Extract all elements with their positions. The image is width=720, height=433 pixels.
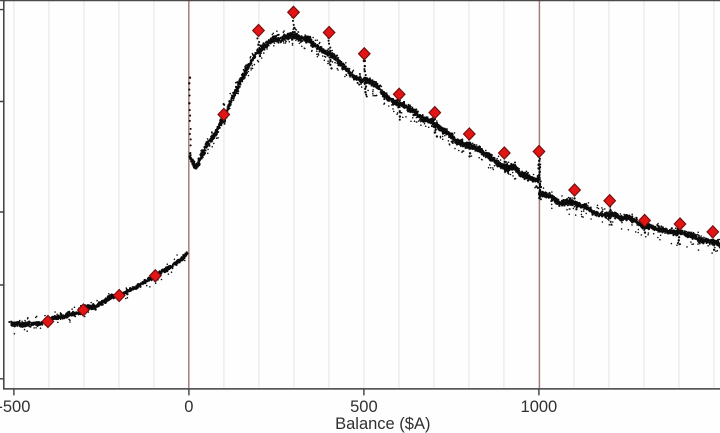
svg-text:-500: -500 (0, 398, 30, 416)
svg-text:0: 0 (184, 398, 193, 416)
svg-text:1000: 1000 (521, 398, 558, 416)
svg-text:Balance ($A): Balance ($A) (335, 415, 430, 433)
svg-text:500: 500 (350, 398, 378, 416)
